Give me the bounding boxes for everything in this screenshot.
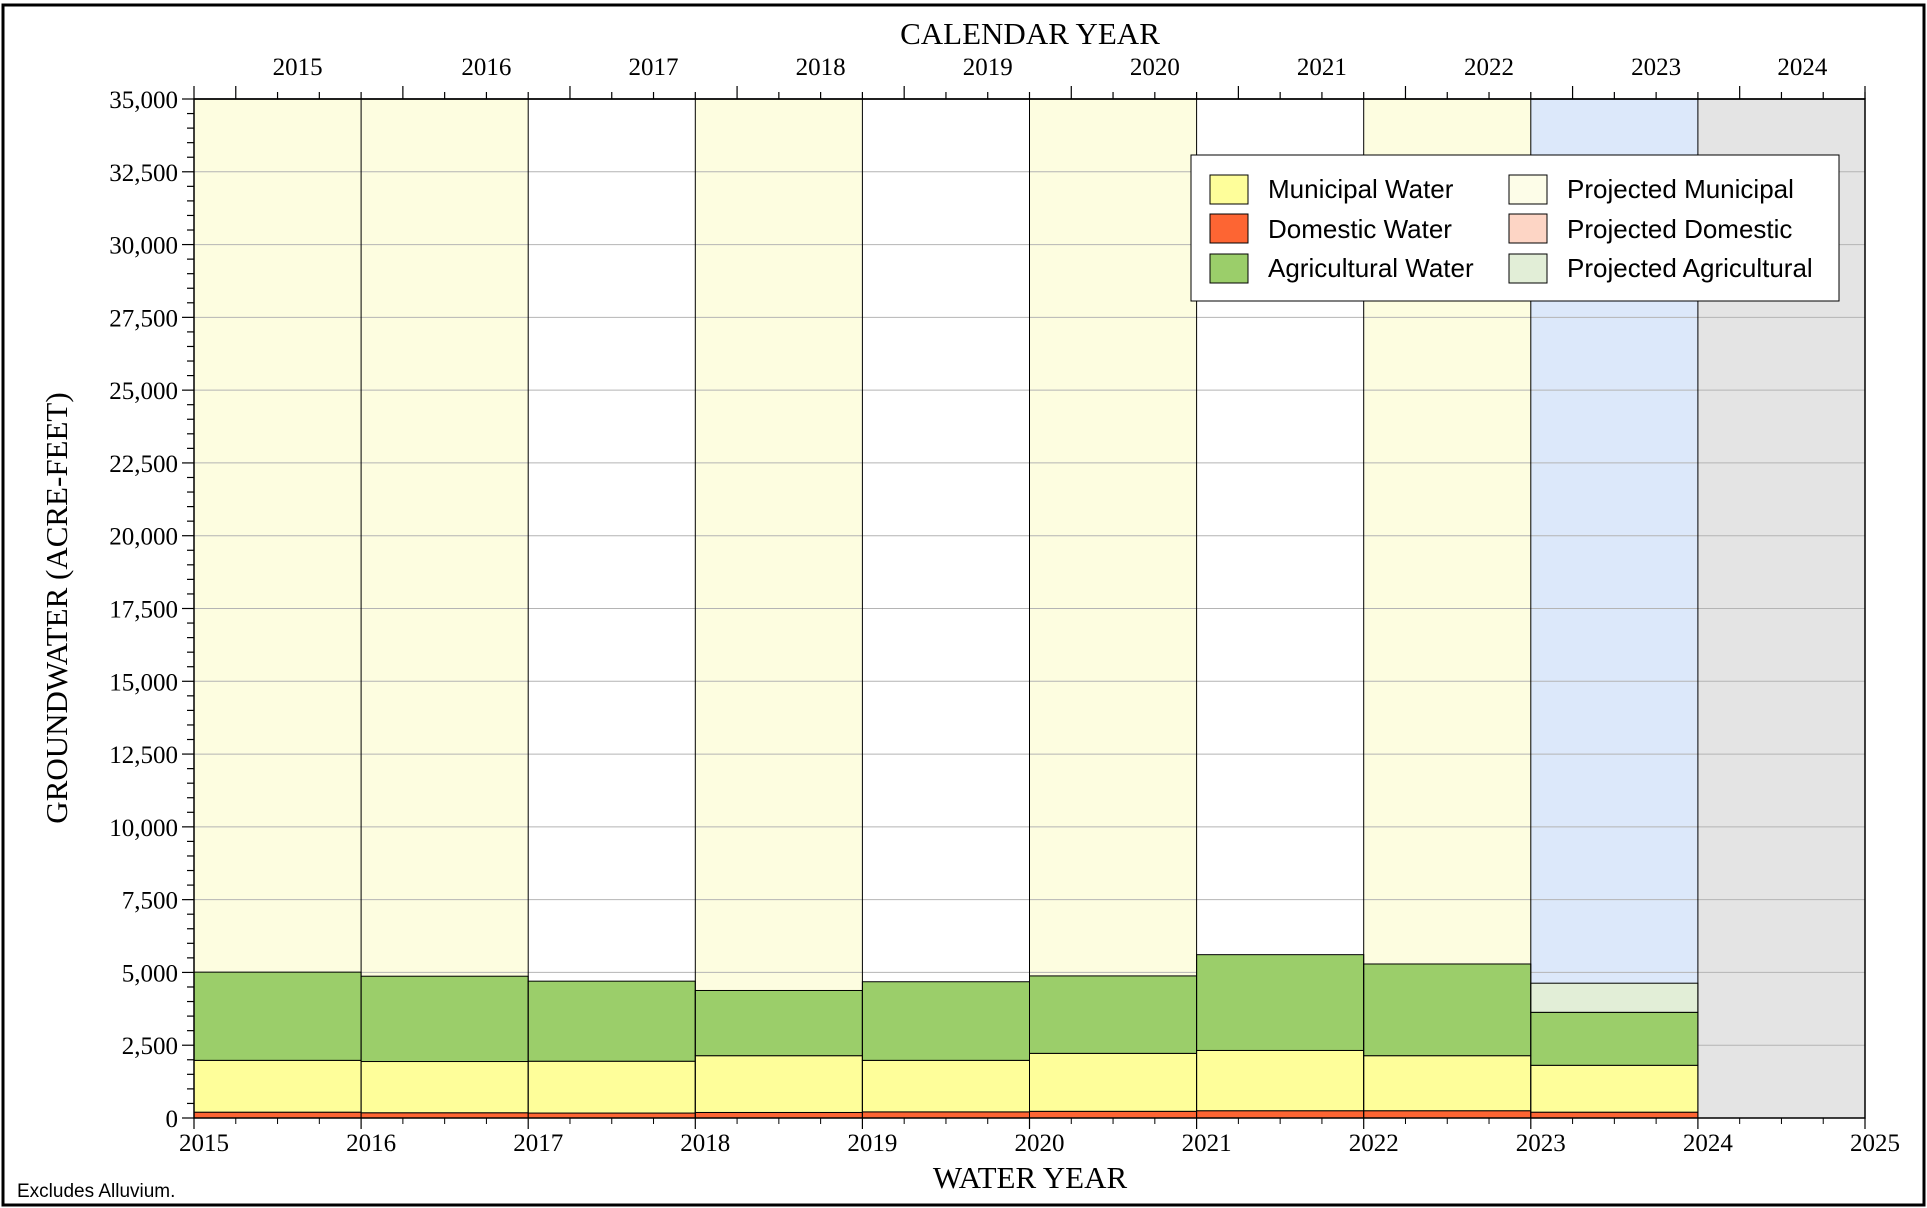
y-tick-label-12500: 12,500 [109,742,178,769]
top-tick-label-2015: 2015 [273,54,323,81]
legend: Municipal Water Domestic Water Agricultu… [1190,154,1840,302]
top-tick-label-2023: 2023 [1631,54,1681,81]
y-tick-label-10000: 10,000 [109,815,178,842]
bar-domestic-water-2015 [193,1111,362,1119]
y-tick-label-15000: 15,000 [109,669,178,696]
bar-agricultural-water-2023 [1530,1011,1699,1066]
y-tick-label-0: 0 [166,1106,179,1133]
year-separators [360,99,1699,1118]
bar-municipal-water-2023 [1530,1064,1699,1113]
y-axis: 0 2,500 5,000 7,500 10,000 12,500 15,000 17,500… [109,87,194,1133]
top-tick-label-2018: 2018 [796,54,846,81]
y-axis-title: GROUNDWATER (ACRE-FEET) [39,392,74,823]
bar-agricultural-water-2019 [861,981,1031,1061]
x-tick-label-2022: 2022 [1349,1130,1399,1157]
bar-municipal-water-2019 [861,1059,1031,1113]
bar-agricultural-water-2020 [1029,975,1198,1054]
x-tick-label-2024: 2024 [1683,1130,1734,1157]
top-tick-label-2021: 2021 [1297,54,1347,81]
calendar-year-axis: 2015 2016 2017 2018 2019 2020 2021 2022 2023 2024 [193,54,1866,100]
y-tick-label-7500: 7,500 [122,888,178,915]
bar-agricultural-water-2017 [527,980,696,1062]
x-tick-label-2019: 2019 [847,1130,897,1157]
x-tick-label-2023: 2023 [1516,1130,1566,1157]
bar-municipal-water-2021 [1196,1049,1365,1112]
x-tick-label-2015: 2015 [179,1130,229,1157]
bars [193,954,1699,1119]
legend-label-municipal: Municipal Water [1268,174,1454,204]
legend-swatch-projected-agricultural [1508,253,1548,284]
legend-swatch-projected-municipal [1508,174,1548,205]
y-tick-label-32500: 32,500 [109,160,178,187]
bar-agricultural-water-2016 [360,975,529,1063]
y-tick-label-30000: 30,000 [109,233,178,260]
footnote: Excludes Alluvium. [17,1181,175,1202]
x-tick-label-2016: 2016 [346,1130,396,1157]
bar-domestic-water-2023 [1530,1111,1699,1119]
top-tick-label-2019: 2019 [963,54,1013,81]
legend-label-projected-agricultural: Projected Agricultural [1567,253,1813,283]
bar-domestic-water-2020 [1029,1110,1198,1119]
y-tick-label-5000: 5,000 [122,960,178,987]
legend-label-projected-municipal: Projected Municipal [1567,174,1794,204]
bar-projected-agricultural-2023 [1530,982,1699,1013]
y-tick-label-35000: 35,000 [109,87,178,114]
bar-municipal-water-2017 [527,1060,696,1114]
legend-swatch-domestic [1209,213,1249,244]
legend-swatch-agricultural [1209,253,1249,284]
bar-municipal-water-2020 [1029,1052,1198,1112]
legend-label-projected-domestic: Projected Domestic [1567,214,1792,244]
y-tick-label-27500: 27,500 [109,305,178,332]
top-tick-label-2024: 2024 [1777,54,1828,81]
x-tick-label-2018: 2018 [680,1130,730,1157]
y-tick-label-22500: 22,500 [109,451,178,478]
top-tick-label-2020: 2020 [1130,54,1180,81]
bar-agricultural-water-2022 [1363,963,1532,1057]
top-tick-label-2022: 2022 [1464,54,1514,81]
bar-domestic-water-2022 [1363,1110,1532,1119]
bar-municipal-water-2022 [1363,1055,1532,1112]
legend-swatch-projected-domestic [1508,213,1548,244]
bar-municipal-water-2018 [694,1055,863,1113]
bar-agricultural-water-2018 [694,989,863,1057]
legend-label-agricultural: Agricultural Water [1268,253,1474,283]
bar-municipal-water-2016 [360,1061,529,1114]
bar-municipal-water-2015 [193,1059,362,1113]
top-tick-label-2017: 2017 [629,54,679,81]
x-tick-label-2025: 2025 [1850,1130,1900,1157]
y-tick-label-20000: 20,000 [109,524,178,551]
top-tick-label-2016: 2016 [461,54,511,81]
x-tick-label-2021: 2021 [1182,1130,1232,1157]
x-tick-label-2017: 2017 [513,1130,563,1157]
bar-domestic-water-2019 [861,1111,1031,1119]
bar-agricultural-water-2015 [193,971,362,1061]
legend-swatch-municipal [1209,174,1249,205]
water-year-axis: 2015 2016 2017 2018 2019 2020 2021 2022 2023 2024… [179,1118,1900,1157]
y-tick-label-25000: 25,000 [109,378,178,405]
bar-agricultural-water-2021 [1196,954,1365,1051]
y-tick-label-17500: 17,500 [109,597,178,624]
top-axis-title: CALENDAR YEAR [900,16,1160,51]
legend-label-domestic: Domestic Water [1268,214,1452,244]
bar-domestic-water-2018 [694,1111,863,1119]
x-tick-label-2020: 2020 [1015,1130,1065,1157]
bar-domestic-water-2016 [360,1112,529,1119]
bar-domestic-water-2021 [1196,1110,1365,1119]
x-axis-title: WATER YEAR [933,1160,1128,1195]
y-tick-label-2500: 2,500 [122,1033,178,1060]
